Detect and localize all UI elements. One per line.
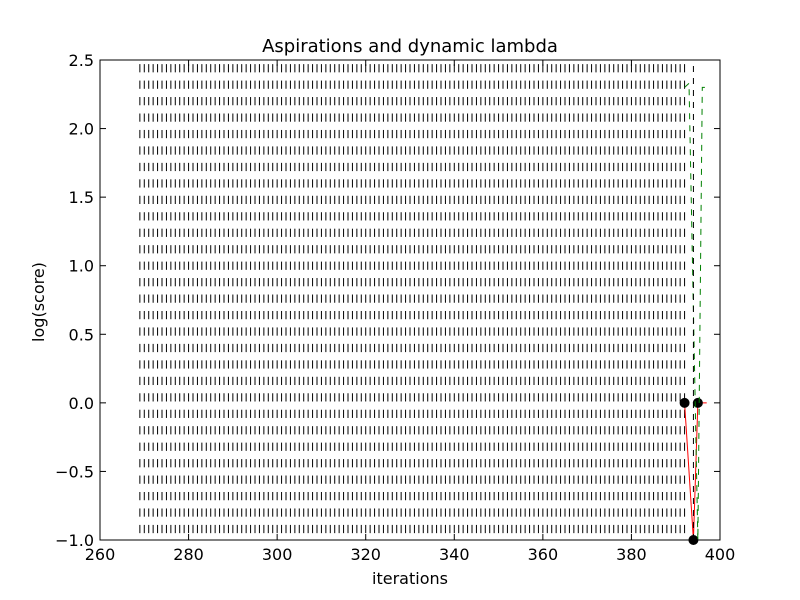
x-axis-label: iterations <box>372 569 448 588</box>
x-tick-label: 280 <box>173 545 204 564</box>
y-tick-label: 1.0 <box>69 257 94 276</box>
tick-mark-field <box>139 64 686 534</box>
y-tick-label: −1.0 <box>55 531 94 550</box>
plot-frame <box>99 59 721 541</box>
y-tick-label: 2.5 <box>69 51 94 70</box>
x-tick-label: 300 <box>262 545 293 564</box>
x-axis-ticks: 260 280 300 320 340 360 380 400 <box>85 60 736 564</box>
y-tick-label: 2.0 <box>69 120 94 139</box>
chart-title: Aspirations and dynamic lambda <box>262 36 558 57</box>
y-axis-label: log(score) <box>29 262 48 342</box>
x-tick-label: 260 <box>85 545 116 564</box>
y-tick-label: 1.5 <box>69 188 94 207</box>
y-tick-label: 0.5 <box>69 325 94 344</box>
x-tick-label: 340 <box>439 545 470 564</box>
x-tick-label: 400 <box>705 545 736 564</box>
x-tick-label: 380 <box>616 545 647 564</box>
y-tick-label: 0.0 <box>69 394 94 413</box>
y-tick-label: −0.5 <box>55 462 94 481</box>
y-axis-ticks: −1.0 −0.5 0.0 0.5 1.0 1.5 2.0 2.5 <box>55 51 720 550</box>
data-point <box>679 397 690 408</box>
x-tick-label: 360 <box>528 545 559 564</box>
series-line-2 <box>684 82 707 541</box>
x-tick-label: 320 <box>350 545 381 564</box>
series-layer <box>679 60 707 545</box>
